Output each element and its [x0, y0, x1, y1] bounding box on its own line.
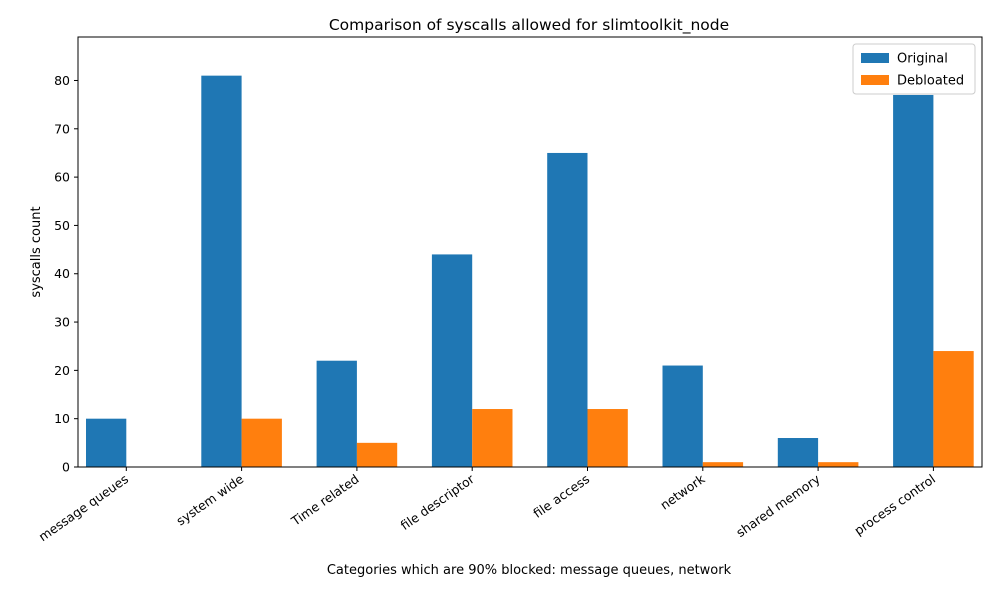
y-tick-label: 60 [54, 170, 70, 185]
y-tick-label: 30 [54, 315, 70, 330]
x-tick-label: process control [851, 471, 938, 538]
bar-original-4 [547, 152, 588, 467]
y-axis-label: syscalls count [29, 206, 44, 297]
bar-debloated-1 [241, 418, 282, 467]
legend-swatch-original [861, 53, 889, 63]
y-tick-label: 70 [54, 121, 70, 136]
x-axis-label: Categories which are 90% blocked: messag… [327, 563, 732, 578]
x-tick-label: shared memory [733, 471, 823, 540]
chart-title: Comparison of syscalls allowed for slimt… [329, 16, 729, 35]
y-tick-label: 50 [54, 218, 70, 233]
bar-debloated-5 [702, 462, 744, 467]
y-tick-label: 20 [54, 363, 70, 378]
y-tick-label: 10 [54, 411, 70, 426]
y-tick-label: 40 [54, 266, 70, 281]
bar-debloated-6 [818, 462, 859, 467]
legend-label-original: Original [897, 52, 948, 67]
bar-original-7 [893, 94, 934, 467]
bar-original-5 [662, 365, 703, 467]
x-tick-label: file descriptor [398, 471, 478, 533]
y-axis: 0 10 20 30 40 50 60 70 80 [54, 73, 78, 475]
bar-original-1 [201, 75, 242, 468]
legend: Original Debloated [852, 43, 976, 95]
x-tick-label: message queues [36, 471, 131, 544]
x-tick-label: system wide [173, 471, 246, 528]
bar-original-3 [431, 254, 473, 467]
x-axis: message queues system wide Time related fil… [36, 467, 938, 544]
x-tick-label: file access [530, 471, 592, 521]
bar-debloated-7 [933, 351, 974, 467]
legend-swatch-debloated [861, 75, 889, 85]
y-tick-label: 0 [62, 460, 70, 475]
bar-debloated-2 [356, 442, 398, 467]
x-tick-label: network [657, 471, 708, 513]
legend-label-debloated: Debloated [897, 74, 964, 89]
x-tick-label: Time related [288, 471, 362, 529]
bar-original-0 [86, 418, 127, 467]
bar-original-6 [777, 438, 819, 467]
bar-original-2 [316, 360, 357, 467]
y-tick-label: 80 [54, 73, 70, 88]
axes-frame [77, 36, 983, 468]
plot-area [86, 75, 974, 468]
bar-debloated-3 [472, 409, 513, 467]
bar-debloated-4 [587, 409, 628, 467]
